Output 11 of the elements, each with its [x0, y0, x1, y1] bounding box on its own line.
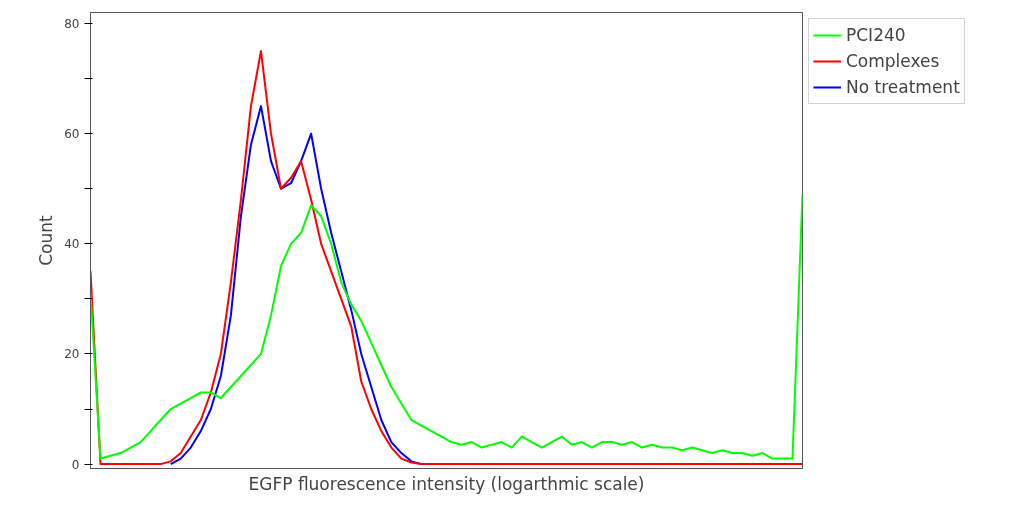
- y-axis-title: Count: [36, 214, 57, 266]
- legend-label: PCI240: [846, 25, 906, 45]
- y-tick-label: 0: [71, 457, 80, 472]
- y-tick-label: 80: [64, 17, 80, 32]
- y-tick-label: 20: [64, 347, 80, 362]
- legend-label: No treatment: [846, 77, 960, 97]
- line-series: [90, 193, 803, 460]
- y-tick-label: 60: [64, 127, 80, 142]
- legend-label: Complexes: [846, 51, 940, 71]
- x-axis-title: EGFP fluorescence intensity (logarthmic scale): [248, 473, 645, 494]
- y-tick-label: 40: [64, 237, 80, 252]
